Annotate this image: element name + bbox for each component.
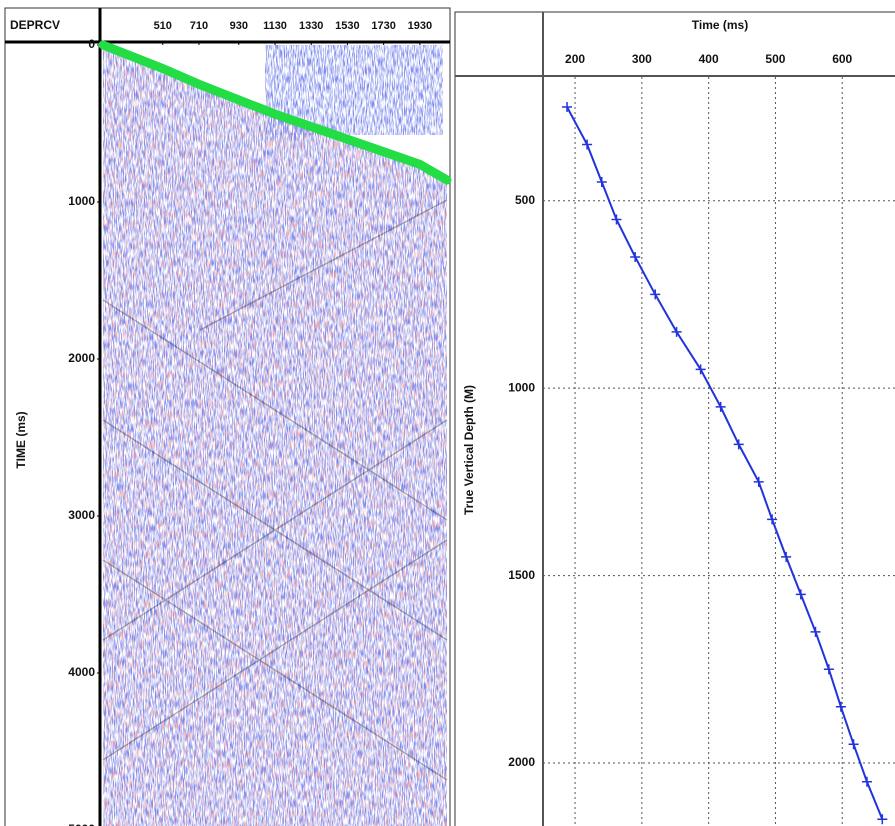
x-tick-label: 600 bbox=[832, 52, 852, 66]
point-marker bbox=[781, 551, 792, 562]
point-marker bbox=[582, 139, 593, 150]
y-tick-label: 1000 bbox=[508, 380, 535, 394]
point-marker bbox=[877, 814, 888, 825]
first-break-line bbox=[98, 40, 452, 185]
y-tick-label: 3000 bbox=[68, 508, 95, 522]
x-tick-label: 710 bbox=[190, 20, 208, 32]
x-tick-label: 400 bbox=[699, 52, 719, 66]
x-tick-label: 1330 bbox=[299, 20, 323, 32]
y-tick-label: 2000 bbox=[68, 351, 95, 365]
y-tick-label: 2000 bbox=[508, 755, 535, 769]
x-tick-label: 1530 bbox=[335, 20, 359, 32]
point-marker bbox=[753, 476, 764, 487]
y-tick-label: 1500 bbox=[508, 568, 535, 582]
point-marker bbox=[695, 364, 706, 375]
x-tick-label: 300 bbox=[632, 52, 652, 66]
point-marker bbox=[795, 589, 806, 600]
reflectors bbox=[102, 199, 448, 781]
point-marker bbox=[835, 701, 846, 712]
point-marker bbox=[823, 664, 834, 675]
point-marker bbox=[848, 739, 859, 750]
right-panel bbox=[454, 11, 895, 826]
point-marker bbox=[861, 776, 872, 787]
time-depth-line bbox=[566, 106, 884, 820]
panel-header: DEPRCV bbox=[10, 18, 60, 32]
y-axis-title: TIME (ms) bbox=[14, 411, 28, 468]
seismic-texture bbox=[103, 45, 447, 826]
y-tick-label: 500 bbox=[515, 193, 535, 207]
point-marker bbox=[630, 251, 641, 262]
x-tick-label: 1130 bbox=[263, 20, 287, 32]
point-marker bbox=[733, 439, 744, 450]
y-axis-title: True Vertical Depth (M) bbox=[462, 385, 476, 515]
y-tick-label: 4000 bbox=[68, 665, 95, 679]
point-marker bbox=[715, 401, 726, 412]
x-tick-label: 930 bbox=[230, 20, 248, 32]
x-axis-title: Time (ms) bbox=[692, 18, 748, 32]
seismic-patch bbox=[265, 45, 443, 135]
y-tick-label: 1000 bbox=[68, 194, 95, 208]
point-marker bbox=[671, 326, 682, 337]
y-tick-label: 5000 bbox=[68, 822, 95, 826]
point-marker bbox=[810, 626, 821, 637]
y-tick-label: 0 bbox=[88, 37, 95, 51]
point-marker bbox=[611, 214, 622, 225]
x-tick-label: 1930 bbox=[408, 20, 432, 32]
point-marker bbox=[650, 289, 661, 300]
x-tick-label: 500 bbox=[765, 52, 785, 66]
x-tick-label: 200 bbox=[565, 52, 585, 66]
x-tick-label: 510 bbox=[154, 20, 172, 32]
x-tick-label: 1730 bbox=[371, 20, 395, 32]
point-marker bbox=[767, 514, 778, 525]
point-marker bbox=[562, 101, 573, 112]
point-marker bbox=[596, 176, 607, 187]
